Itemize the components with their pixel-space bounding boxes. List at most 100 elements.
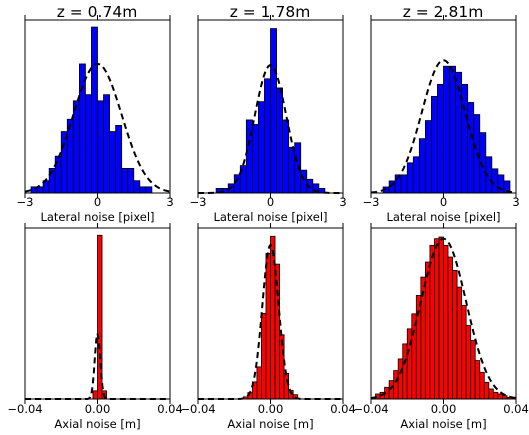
panel-6-xtick-label: 0.00 [431,402,457,416]
panel-3-title: z = 2.81m [403,3,484,21]
panel-2-fit-curve [198,64,343,194]
panel-4: −0.04 0.00 0.04 Axial noise [m] [7,223,183,431]
panel-2-xlabel: Lateral noise [pixel] [213,210,327,224]
panel-5-xtick-label: 0.00 [258,402,284,416]
histogram-bar [300,169,308,194]
histogram-bar [97,100,104,194]
histogram-bar [276,87,283,194]
histogram-bar [283,372,290,400]
histogram-bar [443,65,450,194]
histogram-bar [470,340,476,400]
histogram-bar [406,162,414,194]
histogram-bar [449,65,456,194]
histogram-bar [85,94,92,194]
histogram-bar [438,236,444,400]
histogram-bar [502,395,508,400]
histogram-bar [411,313,417,400]
panel-6: −0.04 0.00 0.04 Axial noise [m] [353,223,529,431]
panel-1-bars [30,26,153,194]
histogram-bar [488,388,494,400]
panel-5: −0.04 0.00 0.04 Axial noise [m] [180,223,356,431]
panel-5-bars [242,235,299,400]
histogram-bar [461,305,467,400]
panel-1-title: z = 0.74m [57,3,138,21]
histogram-bar [424,120,432,194]
histogram-bar [78,63,86,194]
histogram-bar [121,168,129,194]
histogram-bar [258,101,265,194]
histogram-bar [282,119,290,194]
histogram-bar [91,26,98,194]
panel-6-xtick-label: −0.04 [353,402,388,416]
panel-2-xtick-label: 0 [267,195,274,209]
histogram-bar [133,180,141,194]
histogram-bar [402,343,408,400]
histogram-bar [491,168,499,194]
histogram-bar [412,156,420,194]
panel-3-bars [382,65,511,194]
panel-2-xtick-label: 3 [339,195,346,209]
histogram-bar [264,78,271,194]
panel-3-xtick-label: −3 [363,195,380,209]
panel-3-xlabel: Lateral noise [pixel] [386,210,500,224]
panel-2-bars [215,28,326,194]
histogram-bar [139,186,147,194]
panel-1-xlabel: Lateral noise [pixel] [40,210,154,224]
panel-5-xtick-label: −0.04 [180,402,215,416]
histogram-bar [393,370,399,400]
panel-3-fit-curve [370,59,517,194]
histogram-bar [92,390,98,400]
histogram-bar [256,366,262,400]
panel-3: z = 2.81m −3 0 3 Lateral noise [pixel] [363,3,520,224]
histogram-bar [497,393,503,400]
panel-5-xlabel: Axial noise [m] [227,417,313,431]
panel-4-xtick-label: −0.04 [7,402,42,416]
histogram-bar [288,146,296,194]
panel-1-fit-curve [24,62,171,193]
histogram-bar [397,358,404,400]
histogram-bar [467,102,475,194]
histogram-bar [474,360,481,400]
histogram-bar [483,381,490,400]
panel-6-xlabel: Axial noise [m] [400,417,486,431]
panel-2-xtick-label: −3 [190,195,207,209]
histogram-bar [447,256,453,400]
histogram-bar [465,325,472,400]
panel-1: z = 0.74m −3 0 3 Lateral noise [pixel] [17,3,174,224]
histogram-bar [406,328,413,400]
histogram-bar [418,138,426,194]
histogram-bar [492,391,499,400]
panel-4-ticks [24,223,171,404]
panel-6-ticks [370,223,517,404]
histogram-bar [66,118,74,194]
panel-1-xtick-label: 3 [166,195,173,209]
panel-4-bars [92,234,107,400]
histogram-bar [452,270,458,400]
panel-2-title: z = 1.78m [230,3,311,21]
panel-2: z = 1.78m −3 0 3 Lateral noise [pixel] [190,3,347,224]
histogram-bar [251,124,259,194]
panel-4-xtick-label: 0.04 [157,402,183,416]
histogram-bar [497,174,505,194]
histogram-bar [109,131,117,194]
panel-3-xtick-label: 3 [512,195,519,209]
panel-6-fit-curve [370,237,517,400]
histogram-bar [115,125,123,194]
histogram-bar [127,168,135,194]
panel-1-ticks [24,15,171,198]
histogram-bar [145,186,153,194]
panel-1-xtick-label: 0 [94,195,101,209]
histogram-bar [479,371,485,400]
histogram-bar [429,244,435,400]
histogram-bar [261,312,267,400]
panel-4-xtick-label: 0.00 [85,402,111,416]
panel-3-ticks [370,15,517,198]
histogram-bar [270,28,277,194]
histogram-bar [233,174,241,194]
histogram-bar [431,96,438,194]
panel-6-bars [370,236,517,400]
histogram-bar [103,94,110,194]
histogram-bar [434,238,440,400]
histogram-bar [456,286,463,400]
